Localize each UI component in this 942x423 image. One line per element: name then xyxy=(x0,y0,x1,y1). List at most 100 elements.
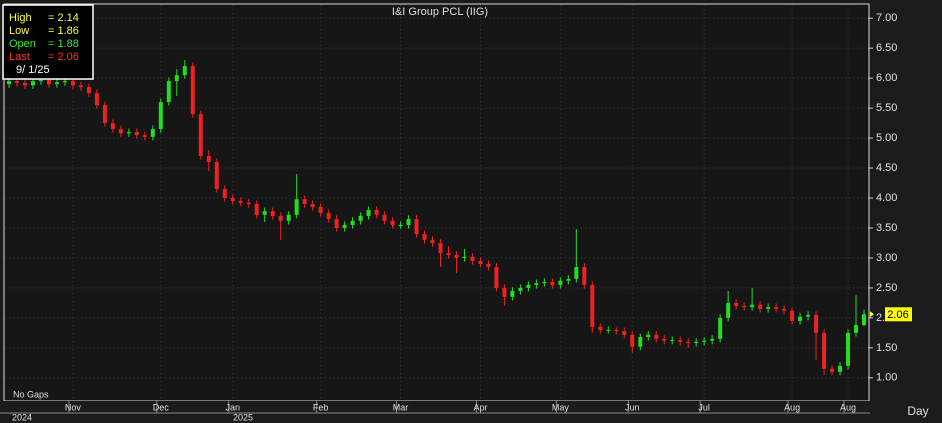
candle-body xyxy=(846,332,851,366)
candle-body xyxy=(198,114,203,157)
candle-body xyxy=(606,329,611,331)
candle-body xyxy=(590,284,595,327)
candle-body xyxy=(310,203,315,207)
y-tick-label: 5.00 xyxy=(876,132,897,144)
candle-body xyxy=(670,340,675,342)
candle-body xyxy=(822,332,827,369)
candle-body xyxy=(614,329,619,332)
candle-body xyxy=(574,266,579,279)
y-tick-label: 6.50 xyxy=(876,42,897,54)
candle-body xyxy=(518,287,523,291)
candle-body xyxy=(462,256,467,258)
y-tick-label: 6.00 xyxy=(876,72,897,84)
year-label: 2025 xyxy=(233,412,253,422)
chart-title: I&I Group PCL (IIG) xyxy=(392,6,488,18)
candle-body xyxy=(694,341,699,344)
x-axis-panel xyxy=(0,401,942,423)
y-tick-label: 7.00 xyxy=(876,12,897,24)
period-label: Day xyxy=(907,404,928,418)
candle-body xyxy=(126,132,131,134)
candle-body xyxy=(782,308,787,311)
x-tick-label: Feb xyxy=(313,402,329,412)
x-tick-label: May xyxy=(552,402,570,412)
candle-body xyxy=(214,162,219,190)
candle-body xyxy=(438,242,443,254)
candle-body xyxy=(302,199,307,204)
candle-body xyxy=(262,211,267,215)
x-tick-label: Aug xyxy=(784,402,800,412)
candle-body xyxy=(14,81,19,83)
candle-body xyxy=(510,290,515,297)
candle-body xyxy=(646,334,651,338)
info-value: = 1.88 xyxy=(48,38,79,50)
candle-body xyxy=(662,338,667,341)
candle-body xyxy=(742,305,747,308)
candle-body xyxy=(766,307,771,309)
info-value: = 2.14 xyxy=(48,12,79,24)
x-tick-label: Apr xyxy=(473,402,487,412)
x-tick-label: Dec xyxy=(153,402,170,412)
candle-body xyxy=(398,224,403,226)
info-name: Last xyxy=(9,51,30,63)
last-arrow xyxy=(870,311,874,318)
y-tick-label: 1.50 xyxy=(876,342,897,354)
y-tick-label: 4.50 xyxy=(876,162,897,174)
x-tick-label: Aug xyxy=(840,402,856,412)
y-tick-label: 3.50 xyxy=(876,222,897,234)
candle-body xyxy=(718,317,723,339)
x-tick-label: Jan xyxy=(225,402,240,412)
candle-body xyxy=(454,254,459,258)
candle-body xyxy=(350,220,355,225)
candle-body xyxy=(654,334,659,339)
candle-body xyxy=(150,129,155,137)
candle-body xyxy=(294,199,299,215)
candle-body xyxy=(158,102,163,130)
candle-body xyxy=(430,239,435,243)
candle-body xyxy=(190,66,195,115)
candle-body xyxy=(478,260,483,264)
info-box xyxy=(2,4,94,80)
info-value: = 1.86 xyxy=(48,25,79,37)
candle-body xyxy=(414,218,419,234)
info-name: High xyxy=(9,12,32,24)
x-tick-label: Nov xyxy=(65,402,82,412)
candle-body xyxy=(142,135,147,137)
candle-body xyxy=(118,129,123,134)
candle-body xyxy=(110,123,115,130)
candle-body xyxy=(230,198,235,202)
candle-body xyxy=(174,75,179,82)
plot-area xyxy=(5,5,868,400)
candle-body xyxy=(86,87,91,94)
candle-body xyxy=(734,302,739,306)
candle-body xyxy=(830,368,835,372)
candle-body xyxy=(550,281,555,285)
candle-body xyxy=(334,218,339,228)
candle-body xyxy=(70,81,75,86)
candle-body xyxy=(638,337,643,347)
info-name: Open xyxy=(9,38,36,50)
candle-body xyxy=(534,283,539,285)
candle-body xyxy=(470,256,475,261)
candle-body xyxy=(94,93,99,106)
candle-body xyxy=(278,215,283,221)
candle-body xyxy=(78,85,83,88)
candle-body xyxy=(446,253,451,255)
candle-body xyxy=(686,341,691,344)
x-tick-label: Jul xyxy=(698,402,710,412)
y-tick-label: 2.50 xyxy=(876,282,897,294)
candle-body xyxy=(630,334,635,347)
candle-body xyxy=(318,206,323,213)
candle-body xyxy=(678,340,683,342)
candle-body xyxy=(182,66,187,76)
candle-body xyxy=(358,215,363,221)
candle-body xyxy=(710,338,715,341)
year-label: 2024 xyxy=(12,412,32,422)
info-date: 9/ 1/25 xyxy=(16,64,50,76)
candle-body xyxy=(798,316,803,321)
x-tick-label: Mar xyxy=(393,402,409,412)
candle-body xyxy=(494,266,499,288)
candle-body xyxy=(222,189,227,199)
candle-body xyxy=(854,325,859,333)
candle-body xyxy=(238,201,243,203)
candle-body xyxy=(838,365,843,372)
